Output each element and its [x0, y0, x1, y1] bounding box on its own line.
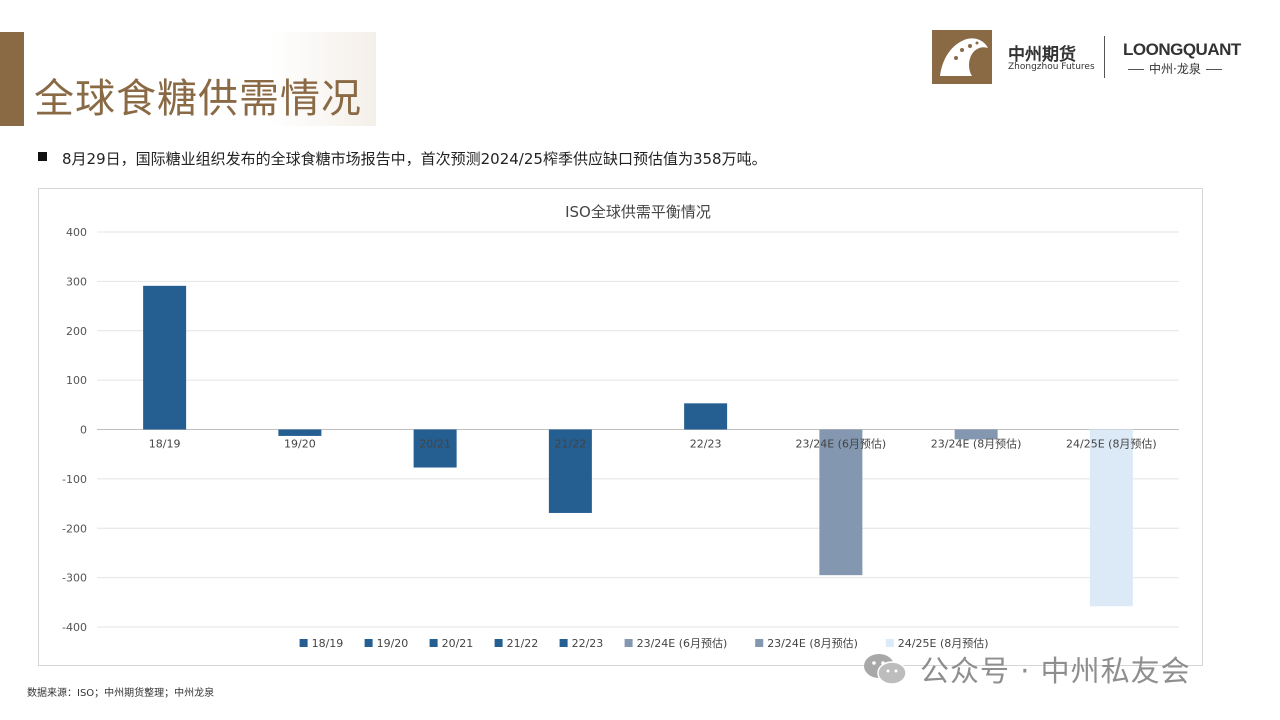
- legend-label: 19/20: [377, 637, 409, 650]
- legend-label: 24/25E (8月预估): [898, 637, 989, 650]
- legend-swatch: [885, 639, 894, 647]
- x-category-label: 18/19: [149, 438, 181, 451]
- y-tick-label: 200: [66, 325, 87, 338]
- y-tick-label: -100: [62, 473, 87, 486]
- watermark-text: 公众号 · 中州私友会: [920, 654, 1191, 688]
- y-tick-label: -200: [62, 522, 87, 535]
- x-category-label: 22/23: [690, 438, 722, 451]
- legend-label: 22/23: [572, 637, 604, 650]
- y-tick-label: 300: [66, 275, 87, 288]
- legend-swatch: [429, 639, 438, 647]
- y-tick-label: 400: [66, 226, 87, 239]
- bar: [413, 429, 457, 468]
- supply-demand-bar-chart: ISO全球供需平衡情况 400 300 200 100 0 -100 -200 -300 -400…: [62, 203, 1179, 650]
- x-category-label: 21/22: [555, 438, 587, 451]
- bar: [1089, 429, 1133, 607]
- legend-swatch: [624, 639, 633, 647]
- bullet-text: 8月29日，国际糖业组织发布的全球食糖市场报告中，首次预测2024/25榨季供应…: [62, 150, 767, 168]
- title-accent-bar: [0, 32, 24, 126]
- legend-label: 21/22: [507, 637, 539, 650]
- y-tick-label: 0: [80, 424, 87, 437]
- legend-label: 20/21: [442, 637, 474, 650]
- source-note: 数据来源：ISO；中州期货整理；中州龙泉: [27, 688, 215, 699]
- y-tick-label: 100: [66, 374, 87, 387]
- bar: [143, 285, 187, 430]
- legend-swatch: [364, 639, 373, 647]
- page-title: 全球食糖供需情况: [34, 76, 362, 122]
- legend-swatch: [559, 639, 568, 647]
- legend-swatch: [494, 639, 503, 647]
- zhongzhou-leopard-logo-icon: [932, 30, 992, 84]
- x-category-label: 23/24E (6月预估): [796, 438, 887, 451]
- bar: [819, 429, 863, 576]
- legend-label: 23/24E (6月预估): [637, 637, 728, 650]
- y-tick-label: -400: [62, 621, 87, 634]
- bar: [954, 429, 998, 440]
- logo-divider: [1104, 36, 1105, 78]
- wechat-icon: [864, 654, 907, 685]
- zhongzhou-logo-english: Zhongzhou Futures: [1008, 62, 1095, 72]
- bar: [278, 429, 322, 436]
- y-tick-label: -300: [62, 572, 87, 585]
- legend-label: 23/24E (8月预估): [767, 637, 858, 650]
- x-category-label: 19/20: [284, 438, 316, 451]
- bullet-marker: [38, 152, 47, 161]
- legend-swatch: [299, 639, 308, 647]
- title-background: [24, 32, 376, 126]
- zhongzhou-logo-text: 中州期货: [1008, 45, 1076, 65]
- x-category-label: 24/25E (8月预估): [1066, 438, 1157, 451]
- bar: [684, 403, 728, 430]
- legend-swatch: [755, 639, 764, 647]
- legend-label: 18/19: [312, 637, 344, 650]
- chart-frame: ISO全球供需平衡情况 400 300 200 100 0 -100 -200 -300 -400…: [38, 188, 1203, 666]
- loongquant-logo-subtitle: 中州·龙泉: [1123, 60, 1227, 77]
- bar: [548, 429, 592, 513]
- chart-title: ISO全球供需平衡情况: [565, 203, 711, 221]
- x-category-label: 23/24E (8月预估): [931, 438, 1022, 451]
- x-category-label: 20/21: [419, 438, 451, 451]
- loongquant-logo-text: LOONGQUANT: [1123, 40, 1241, 59]
